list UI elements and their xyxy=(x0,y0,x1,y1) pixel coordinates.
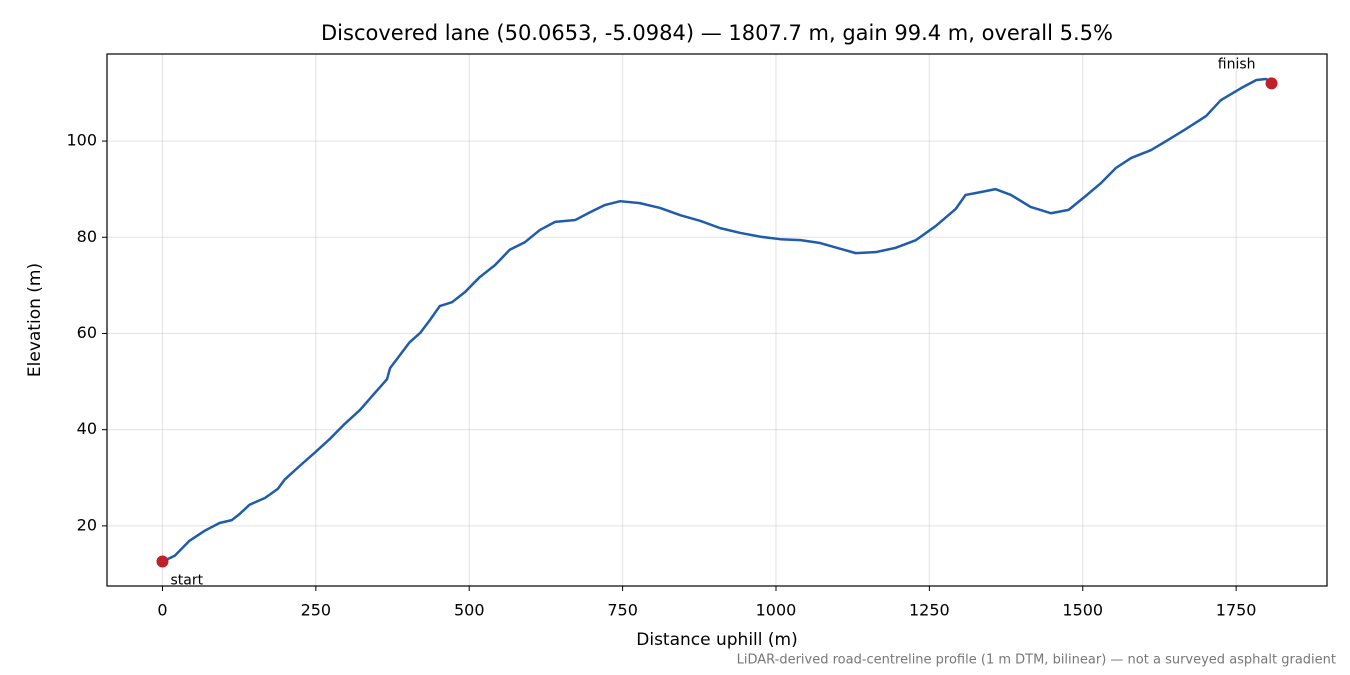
x-tick-label: 0 xyxy=(157,601,167,620)
profile-line xyxy=(161,77,1273,563)
x-tick-label: 250 xyxy=(301,601,332,620)
y-tick-label: 100 xyxy=(66,131,97,150)
y-tick-label: 60 xyxy=(77,323,97,342)
chart-title: Discovered lane (50.0653, -5.0984) — 180… xyxy=(321,21,1113,45)
x-tick-label: 1500 xyxy=(1062,601,1103,620)
y-tick-label: 20 xyxy=(77,515,97,534)
x-tick-label: 1000 xyxy=(756,601,797,620)
endpoint-label: finish xyxy=(1218,56,1256,72)
x-tick-label: 750 xyxy=(607,601,638,620)
endpoint-marker xyxy=(1265,77,1278,90)
x-tick-label: 1250 xyxy=(909,601,950,620)
x-axis-label: Distance uphill (m) xyxy=(636,630,797,650)
y-axis-label: Elevation (m) xyxy=(25,263,45,377)
y-tick-label: 80 xyxy=(77,227,97,246)
plot-frame xyxy=(106,53,1328,587)
y-tick-label: 40 xyxy=(77,419,97,438)
x-tick-label: 500 xyxy=(454,601,485,620)
endpoint-label: start xyxy=(170,572,203,588)
endpoint-marker xyxy=(156,555,169,568)
footnote: LiDAR-derived road-centreline profile (1… xyxy=(737,653,1336,668)
x-tick-label: 1750 xyxy=(1216,601,1257,620)
